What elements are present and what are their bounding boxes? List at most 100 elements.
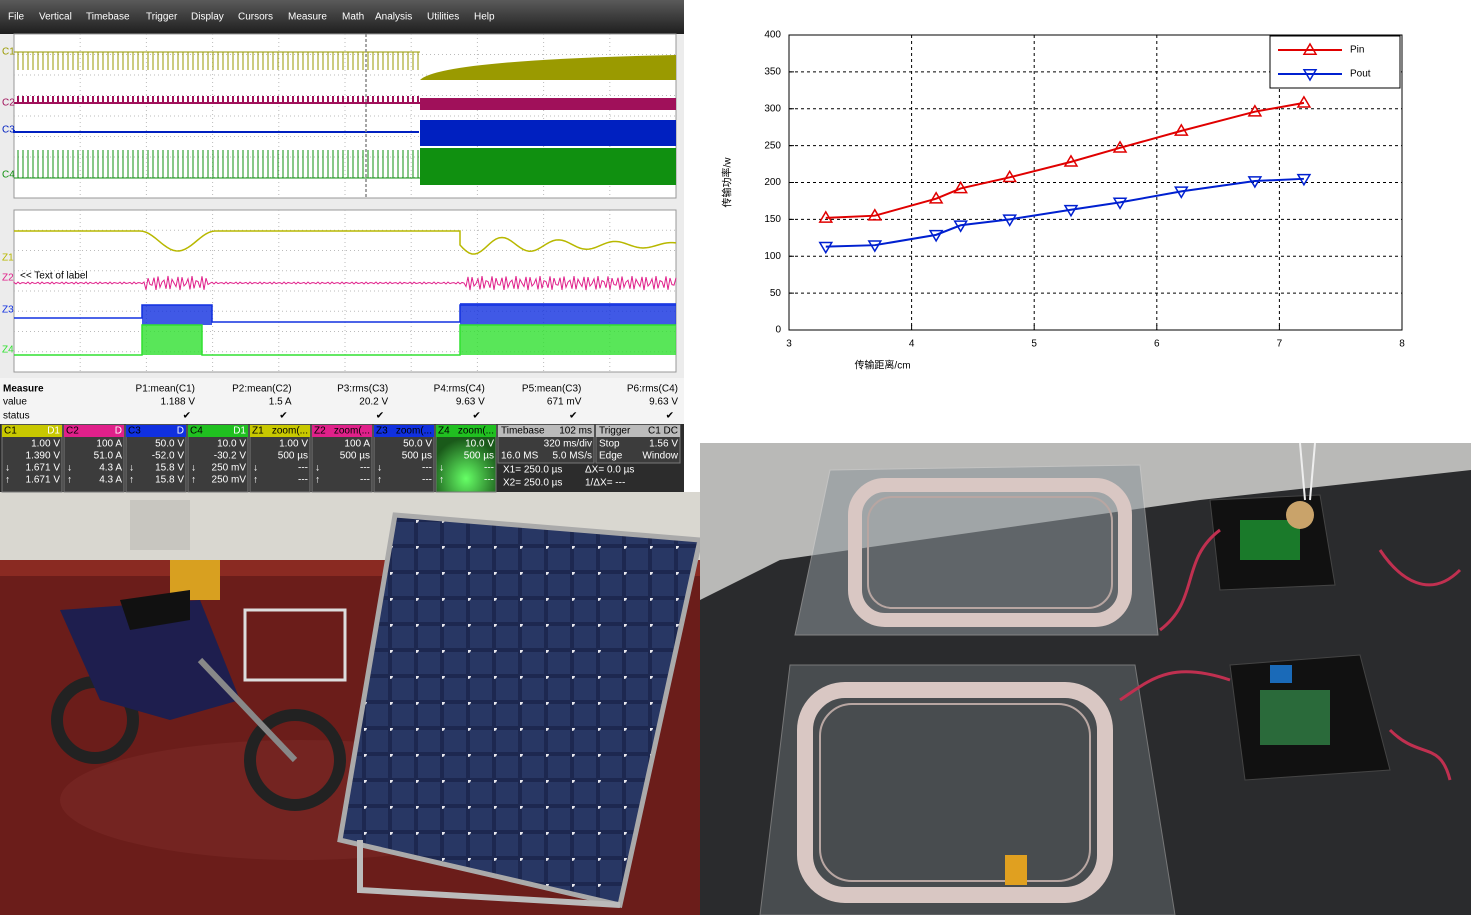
channel-box-line: --- bbox=[298, 463, 308, 474]
channel-box-line: 500 µs bbox=[464, 451, 494, 462]
channel-box-line: 1.390 V bbox=[26, 451, 61, 462]
menu-item[interactable]: Math bbox=[342, 12, 364, 23]
zoom-label: Z1 bbox=[2, 253, 14, 264]
marker bbox=[1296, 173, 1312, 187]
channel-box-line: 1.671 V bbox=[26, 463, 61, 474]
channel-box-name: Z3 bbox=[376, 426, 388, 437]
arrow: ↓ bbox=[67, 463, 72, 474]
channel-box-line: --- bbox=[484, 463, 494, 474]
marker bbox=[1247, 176, 1263, 189]
arrow: ↑ bbox=[253, 475, 258, 486]
waveforms bbox=[13, 34, 677, 356]
measure-status: ✔ bbox=[279, 411, 287, 422]
channel-box-header bbox=[188, 425, 248, 437]
photo-coils bbox=[700, 442, 1471, 915]
channel-box-tag: D1 bbox=[233, 426, 246, 437]
y-tick-label: 50 bbox=[770, 288, 782, 299]
trigger-slope: Window bbox=[642, 451, 678, 462]
marker bbox=[1174, 123, 1189, 136]
y-axis-label: 传输功率/w bbox=[721, 157, 734, 208]
measure-status: ✔ bbox=[472, 411, 480, 422]
y-tick-label: 0 bbox=[775, 325, 781, 336]
trace-z4-burst bbox=[460, 325, 676, 355]
measure-value: 1.188 V bbox=[161, 397, 196, 408]
channel-box-line: 250 mV bbox=[212, 463, 247, 474]
menu-item[interactable]: Analysis bbox=[375, 12, 412, 23]
channel-box-name: Z1 bbox=[252, 426, 264, 437]
cursor-readout: X2= 250.0 µs bbox=[503, 478, 562, 489]
channel-box-tag: zoom(... bbox=[334, 426, 370, 437]
channel-box-header bbox=[64, 425, 124, 437]
channel-box-line: -30.2 V bbox=[214, 451, 247, 462]
marker bbox=[1063, 204, 1079, 218]
x-tick-label: 3 bbox=[786, 339, 792, 350]
trigger-title: Trigger bbox=[599, 426, 631, 437]
channel-box-name: C3 bbox=[128, 426, 141, 437]
trace-z3 bbox=[14, 304, 676, 323]
trace-z4-burst bbox=[142, 325, 202, 355]
channel-box-line: 1.00 V bbox=[31, 439, 60, 450]
y-tick-label: 300 bbox=[764, 103, 781, 114]
marker bbox=[928, 191, 944, 204]
trigger-level: 1.56 V bbox=[649, 439, 678, 450]
marker bbox=[1112, 140, 1128, 153]
line bbox=[825, 177, 1304, 248]
trace-c3 bbox=[13, 130, 419, 133]
timebase-rate: 5.0 MS/s bbox=[553, 451, 592, 462]
channel-box-line: 51.0 A bbox=[94, 451, 123, 462]
channel-box-line: 15.8 V bbox=[155, 475, 184, 486]
cursor-readout: X1= 250.0 µs bbox=[503, 465, 562, 476]
channel-box-line: 4.3 A bbox=[99, 475, 122, 486]
y-tick-label: 350 bbox=[764, 67, 781, 78]
menu-item[interactable]: Vertical bbox=[39, 12, 72, 23]
channel-box-line: --- bbox=[422, 475, 432, 486]
y-tick-label: 150 bbox=[764, 214, 781, 225]
measure-value: 20.2 V bbox=[359, 397, 388, 408]
menu-item[interactable]: Measure bbox=[288, 12, 327, 23]
channel-box-header bbox=[312, 425, 372, 437]
menu-item[interactable]: Trigger bbox=[146, 12, 178, 23]
marker bbox=[1302, 42, 1318, 55]
menu-item[interactable]: Help bbox=[474, 12, 495, 23]
measure-value: 9.63 V bbox=[649, 397, 678, 408]
channel-label: C3 bbox=[2, 125, 15, 136]
channel-box-tag: zoom(... bbox=[272, 426, 308, 437]
channel-box-line: 100 A bbox=[96, 439, 122, 450]
channel-box-line: 500 µs bbox=[340, 451, 370, 462]
channel-box-line: --- bbox=[484, 475, 494, 486]
channel-box-line: 1.00 V bbox=[279, 439, 308, 450]
trigger-header bbox=[596, 425, 680, 437]
arrow: ↓ bbox=[439, 463, 444, 474]
trace-z2 bbox=[13, 275, 677, 291]
menu-item[interactable]: File bbox=[8, 12, 25, 23]
marker bbox=[818, 241, 834, 255]
menu-bar bbox=[0, 0, 684, 34]
channel-box-line: 100 A bbox=[344, 439, 370, 450]
menu-item[interactable]: Cursors bbox=[238, 12, 273, 23]
channel-box-header bbox=[250, 425, 310, 437]
channel-box-line: 15.8 V bbox=[155, 463, 184, 474]
measure-status: ✔ bbox=[666, 411, 674, 422]
arrow: ↓ bbox=[5, 463, 10, 474]
channel-box-line: --- bbox=[360, 475, 370, 486]
legend bbox=[1269, 35, 1401, 89]
marker bbox=[867, 240, 883, 253]
channel-box-tag: zoom(... bbox=[458, 426, 494, 437]
y-tick-label: 100 bbox=[764, 251, 781, 262]
channel-box-line: 10.0 V bbox=[465, 439, 494, 450]
measure-name: P5:mean(C3) bbox=[522, 384, 581, 395]
menu-item[interactable]: Display bbox=[191, 12, 224, 23]
marker bbox=[953, 180, 968, 194]
channel-box-name: C1 bbox=[4, 426, 17, 437]
measure-status: ✔ bbox=[376, 411, 384, 422]
channel-box-name: Z2 bbox=[314, 426, 326, 437]
zoom-label: Z3 bbox=[2, 305, 14, 316]
measure-status: ✔ bbox=[569, 411, 577, 422]
y-tick-label: 200 bbox=[764, 177, 781, 188]
measure-row-label: value bbox=[3, 397, 27, 408]
menu-item[interactable]: Timebase bbox=[86, 12, 130, 23]
channel-box-header bbox=[126, 425, 186, 437]
menu-item[interactable]: Utilities bbox=[427, 12, 459, 23]
trace-c4-burst bbox=[420, 148, 676, 185]
